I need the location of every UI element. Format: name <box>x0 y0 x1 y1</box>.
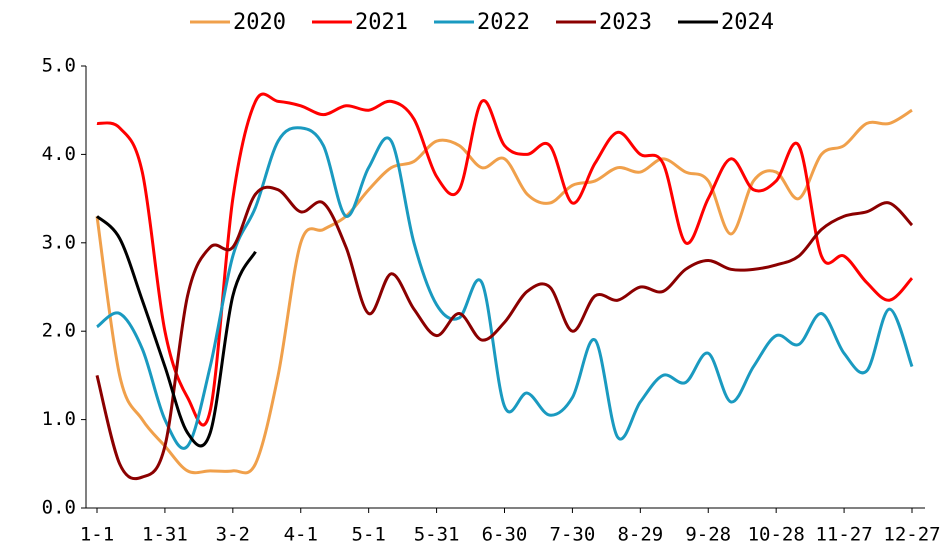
x-tick-label: 5-31 <box>414 524 460 546</box>
legend-label: 2020 <box>233 10 286 35</box>
legend-label: 2022 <box>477 10 530 35</box>
y-tick-label: 5.0 <box>42 55 76 77</box>
series-line <box>96 126 914 450</box>
y-tick-label: 4.0 <box>42 143 76 165</box>
x-tick-label: 8-29 <box>617 524 663 546</box>
y-tick-label: 1.0 <box>42 408 76 430</box>
x-tick-label: 1-1 <box>80 524 114 546</box>
series-line <box>95 215 257 448</box>
x-tick-label: 10-28 <box>748 524 805 546</box>
y-tick-label: 0.0 <box>42 497 76 519</box>
series-line <box>96 92 914 427</box>
x-tick-label: 6-30 <box>482 524 528 546</box>
x-tick-label: 3-2 <box>216 524 250 546</box>
y-tick-label: 3.0 <box>42 231 76 253</box>
legend-label: 2024 <box>721 10 774 35</box>
x-tick-label: 4-1 <box>284 524 318 546</box>
x-tick-label: 11-27 <box>815 524 872 546</box>
legend-label: 2023 <box>599 10 652 35</box>
y-tick-label: 2.0 <box>42 320 76 342</box>
x-tick-label: 12-27 <box>883 524 940 546</box>
series-line <box>95 185 914 481</box>
legend-label: 2021 <box>355 10 408 35</box>
series-line <box>95 108 913 475</box>
x-tick-label: 7-30 <box>550 524 596 546</box>
x-tick-label: 5-1 <box>352 524 386 546</box>
x-tick-label: 1-31 <box>142 524 188 546</box>
x-tick-label: 9-28 <box>685 524 731 546</box>
